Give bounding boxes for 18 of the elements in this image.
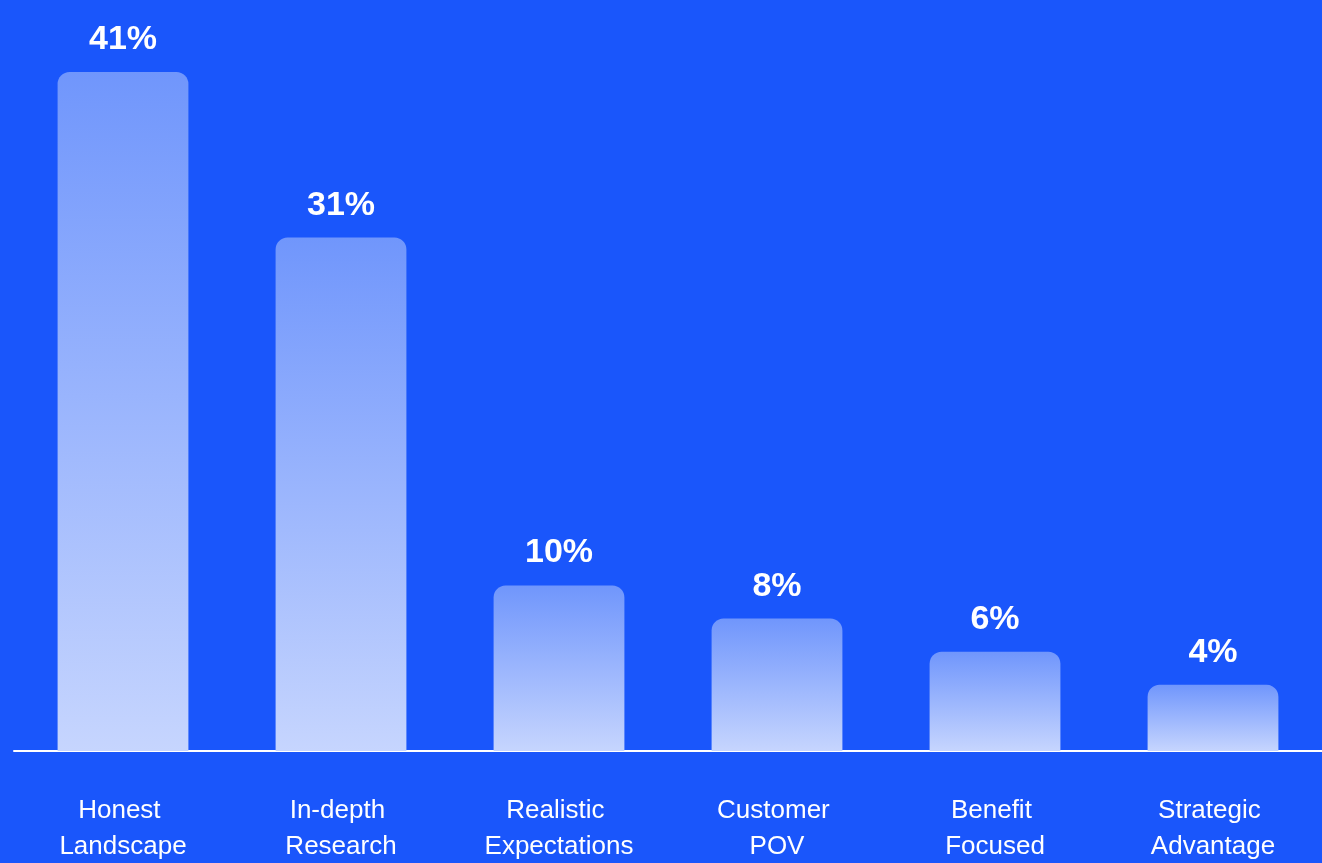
bar bbox=[711, 618, 843, 751]
x-tick-label: Realistic Expectations bbox=[484, 794, 634, 860]
x-tick-label: In-depth Research bbox=[285, 794, 397, 860]
data-label: 6% bbox=[970, 597, 1020, 636]
bar bbox=[1147, 684, 1279, 751]
bar bbox=[929, 651, 1061, 751]
bar bbox=[275, 237, 407, 751]
data-label: 4% bbox=[1188, 630, 1238, 669]
bar bbox=[493, 585, 625, 751]
x-tick-label: Honest Landscape bbox=[59, 794, 187, 860]
data-label: 31% bbox=[306, 183, 376, 222]
x-tick-label: Benefit Focused bbox=[945, 794, 1045, 860]
x-tick-label: Strategic Advantage bbox=[1150, 794, 1276, 860]
data-label: 8% bbox=[752, 564, 802, 603]
bar bbox=[57, 72, 189, 751]
data-label: 10% bbox=[524, 531, 594, 570]
data-label: 41% bbox=[88, 18, 158, 56]
x-tick-label: Customer POV bbox=[717, 794, 837, 860]
